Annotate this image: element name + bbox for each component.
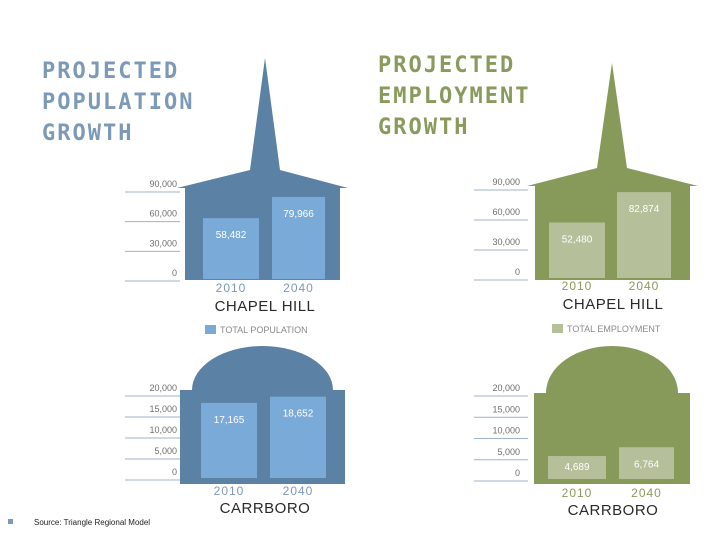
bar-value-label: 17,165 <box>214 415 245 426</box>
axis-tick-label: 90,000 <box>149 179 177 189</box>
legend-label: TOTAL EMPLOYMENT <box>567 324 661 334</box>
population-title-line: GROWTH <box>42 121 134 146</box>
bar-value-label: 82,874 <box>629 204 660 215</box>
axis-tick-label: 30,000 <box>149 238 177 248</box>
bar-value-label: 52,480 <box>562 235 593 246</box>
year-label: 2040 <box>629 279 660 293</box>
bar <box>272 196 325 279</box>
legend-swatch <box>552 324 563 333</box>
bar-value-label: 58,482 <box>216 230 247 241</box>
axis-tick-label: 30,000 <box>492 237 520 247</box>
axis-tick-label: 5,000 <box>497 447 520 457</box>
year-label: 2010 <box>214 484 245 498</box>
employment-title-line: PROJECTED <box>378 53 516 78</box>
year-label: 2010 <box>216 281 247 295</box>
population-title-line: PROJECTED <box>42 59 180 84</box>
bar <box>203 218 259 279</box>
employment-title-line: EMPLOYMENT <box>378 84 531 109</box>
axis-tick-label: 90,000 <box>492 177 520 187</box>
bar-value-label: 79,966 <box>283 209 314 220</box>
axis-tick-label: 10,000 <box>492 426 520 436</box>
year-label: 2040 <box>283 484 314 498</box>
employment-title: PROJECTED EMPLOYMENT GROWTH <box>378 50 530 143</box>
employment-title-line: GROWTH <box>378 115 470 140</box>
axis-tick-label: 20,000 <box>149 383 177 393</box>
bar <box>549 222 605 278</box>
axis-tick-label: 0 <box>172 268 177 278</box>
year-label: 2010 <box>562 279 593 293</box>
year-label: 2040 <box>631 486 662 500</box>
bar <box>201 402 257 478</box>
population-title: PROJECTED POPULATION GROWTH <box>42 56 194 149</box>
source-bullet <box>8 519 13 524</box>
legend-label: TOTAL POPULATION <box>220 325 308 335</box>
bar <box>617 192 671 278</box>
axis-tick-label: 0 <box>172 467 177 477</box>
population-title-line: POPULATION <box>42 90 195 115</box>
bar-value-label: 6,764 <box>634 459 659 470</box>
place-label: CHAPEL HILL <box>215 298 316 315</box>
axis-tick-label: 0 <box>515 267 520 277</box>
bar <box>548 456 606 479</box>
axis-tick-label: 0 <box>515 468 520 478</box>
year-label: 2010 <box>562 486 593 500</box>
place-label: CARRBORO <box>220 500 311 517</box>
bar-value-label: 4,689 <box>564 462 589 473</box>
bar <box>270 396 326 478</box>
axis-tick-label: 60,000 <box>149 209 177 219</box>
legend-swatch <box>205 325 216 334</box>
bar <box>619 447 674 479</box>
axis-tick-label: 10,000 <box>149 425 177 435</box>
axis-tick-label: 15,000 <box>149 404 177 414</box>
axis-tick-label: 20,000 <box>492 383 520 393</box>
place-label: CARRBORO <box>568 502 659 519</box>
source-note: Source: Triangle Regional Model <box>34 518 151 527</box>
place-label: CHAPEL HILL <box>563 296 664 313</box>
axis-tick-label: 5,000 <box>154 446 177 456</box>
axis-tick-label: 60,000 <box>492 207 520 217</box>
year-label: 2040 <box>283 281 314 295</box>
bar-value-label: 18,652 <box>283 409 314 420</box>
axis-tick-label: 15,000 <box>492 404 520 414</box>
